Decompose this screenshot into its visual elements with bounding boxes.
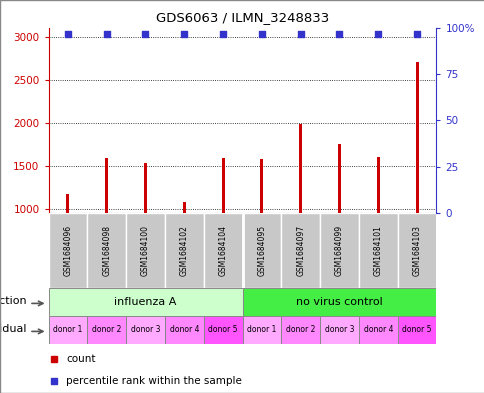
Text: GSM1684098: GSM1684098 <box>102 225 111 276</box>
Bar <box>358 316 397 344</box>
Bar <box>203 213 242 288</box>
Text: donor 3: donor 3 <box>131 325 160 334</box>
Bar <box>242 288 436 316</box>
Bar <box>126 213 165 288</box>
Text: count: count <box>66 354 95 364</box>
Point <box>412 30 420 37</box>
Text: donor 5: donor 5 <box>208 325 237 334</box>
Bar <box>144 163 147 213</box>
Text: GSM1684097: GSM1684097 <box>296 225 304 276</box>
Bar <box>281 316 319 344</box>
Text: GSM1684100: GSM1684100 <box>141 225 150 276</box>
Text: donor 2: donor 2 <box>286 325 315 334</box>
Text: donor 4: donor 4 <box>169 325 198 334</box>
Bar <box>358 213 397 288</box>
Bar <box>242 316 281 344</box>
Bar <box>48 288 242 316</box>
Text: infection: infection <box>0 296 27 306</box>
Bar <box>319 316 358 344</box>
Bar <box>337 144 340 213</box>
Text: donor 2: donor 2 <box>92 325 121 334</box>
Text: GSM1684104: GSM1684104 <box>218 225 227 276</box>
Bar <box>376 157 379 213</box>
Text: percentile rank within the sample: percentile rank within the sample <box>66 376 242 386</box>
Title: GDS6063 / ILMN_3248833: GDS6063 / ILMN_3248833 <box>155 11 329 24</box>
Bar <box>415 62 418 213</box>
Bar <box>397 316 436 344</box>
Text: donor 5: donor 5 <box>402 325 431 334</box>
Point <box>64 30 72 37</box>
Bar <box>126 316 165 344</box>
Text: donor 1: donor 1 <box>53 325 82 334</box>
Point <box>141 30 149 37</box>
Bar <box>165 316 203 344</box>
Text: GSM1684096: GSM1684096 <box>63 225 72 276</box>
Text: GSM1684099: GSM1684099 <box>334 225 343 276</box>
Bar <box>48 213 87 288</box>
Bar <box>87 213 126 288</box>
Bar <box>281 213 319 288</box>
Text: no virus control: no virus control <box>296 297 382 307</box>
Text: donor 1: donor 1 <box>247 325 276 334</box>
Bar <box>105 158 108 213</box>
Bar <box>203 316 242 344</box>
Bar <box>221 158 224 213</box>
Bar <box>66 194 69 213</box>
Bar <box>319 213 358 288</box>
Bar <box>242 213 281 288</box>
Text: GSM1684101: GSM1684101 <box>373 225 382 276</box>
Text: donor 4: donor 4 <box>363 325 392 334</box>
Bar <box>165 213 203 288</box>
Point <box>103 30 110 37</box>
Text: GSM1684095: GSM1684095 <box>257 225 266 276</box>
Point <box>219 30 227 37</box>
Bar <box>182 202 185 213</box>
Bar <box>48 316 87 344</box>
Bar <box>299 124 302 213</box>
Text: individual: individual <box>0 323 27 334</box>
Bar <box>87 316 126 344</box>
Text: GSM1684102: GSM1684102 <box>180 225 188 276</box>
Text: donor 3: donor 3 <box>324 325 353 334</box>
Point <box>257 30 265 37</box>
Text: influenza A: influenza A <box>114 297 176 307</box>
Bar <box>260 159 263 213</box>
Point <box>296 30 304 37</box>
Point <box>180 30 188 37</box>
Text: GSM1684103: GSM1684103 <box>412 225 421 276</box>
Bar <box>397 213 436 288</box>
Point <box>374 30 381 37</box>
Point <box>335 30 343 37</box>
